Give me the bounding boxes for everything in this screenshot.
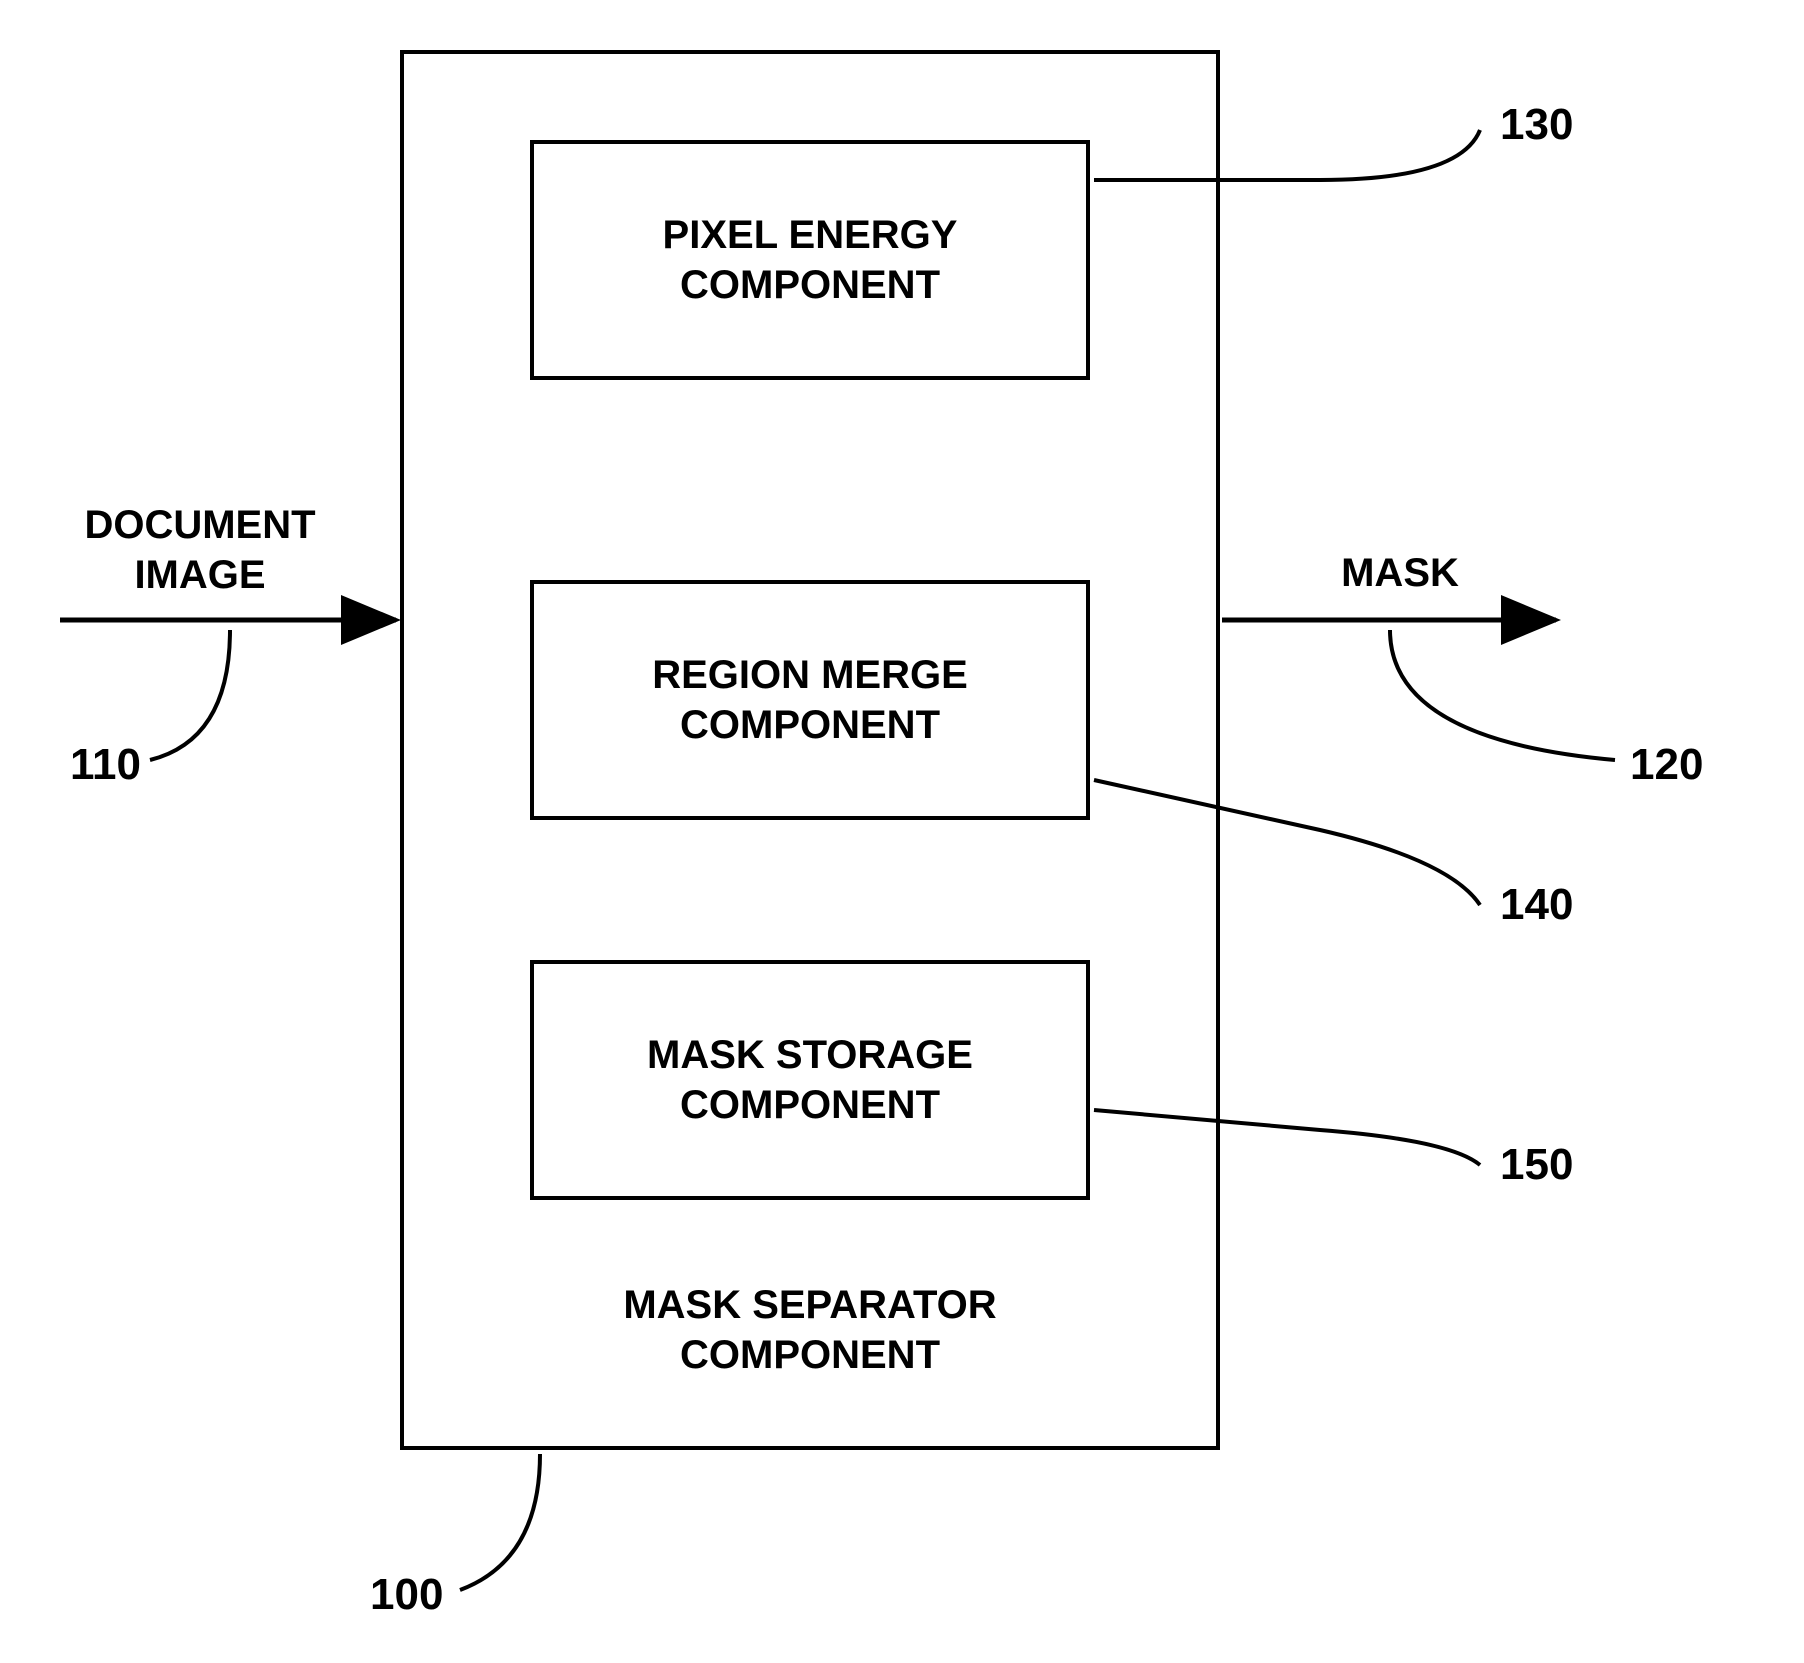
mask-separator-label: MASK SEPARATOR COMPONENT — [400, 1280, 1220, 1380]
leader-120 — [1390, 630, 1615, 760]
ref-120: 120 — [1630, 740, 1703, 790]
output-label: MASK — [1280, 548, 1520, 598]
leader-100 — [460, 1454, 540, 1590]
ref-110: 110 — [70, 740, 141, 790]
mask-storage-box: MASK STORAGE COMPONENT — [530, 960, 1090, 1200]
ref-150: 150 — [1500, 1140, 1573, 1190]
mask-storage-label: MASK STORAGE COMPONENT — [647, 1030, 973, 1130]
input-label: DOCUMENT IMAGE — [50, 500, 350, 600]
region-merge-label: REGION MERGE COMPONENT — [652, 650, 968, 750]
leader-110 — [150, 630, 230, 760]
ref-130: 130 — [1500, 100, 1573, 150]
ref-100: 100 — [370, 1570, 443, 1620]
region-merge-box: REGION MERGE COMPONENT — [530, 580, 1090, 820]
pixel-energy-label: PIXEL ENERGY COMPONENT — [663, 210, 958, 310]
ref-140: 140 — [1500, 880, 1573, 930]
diagram-container: PIXEL ENERGY COMPONENT REGION MERGE COMP… — [0, 0, 1804, 1663]
pixel-energy-box: PIXEL ENERGY COMPONENT — [530, 140, 1090, 380]
